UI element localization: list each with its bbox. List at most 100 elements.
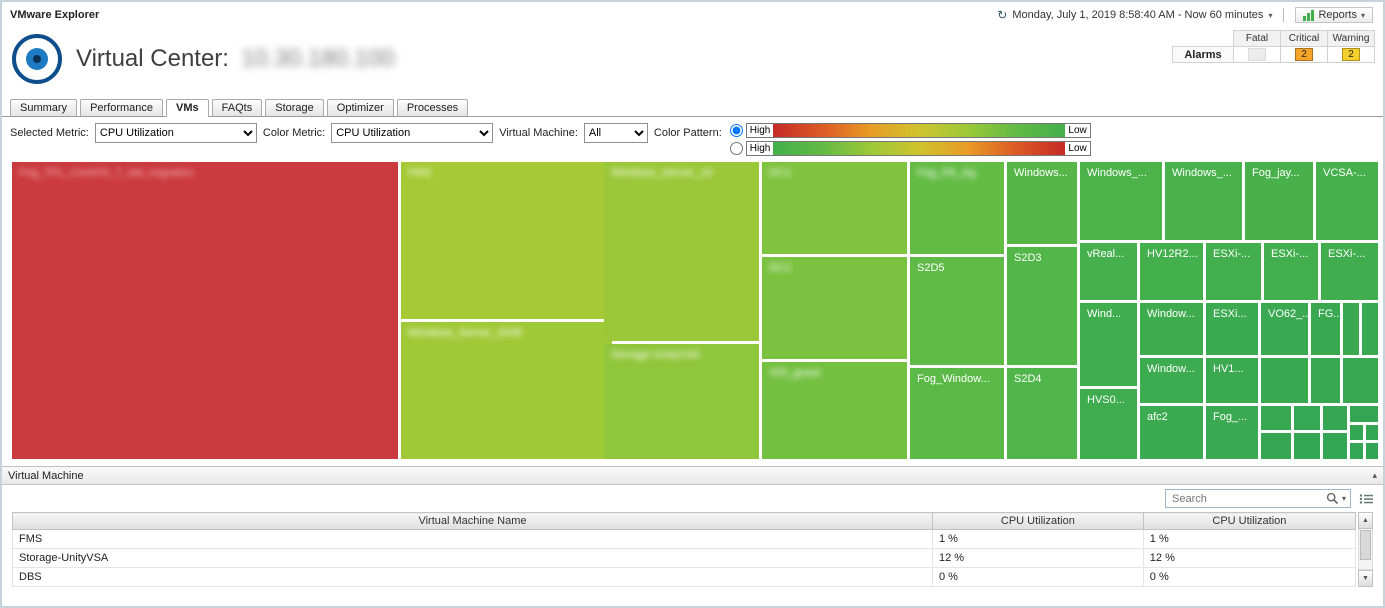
treemap-tile[interactable]: FG... [1311,303,1340,355]
treemap-tile[interactable] [1343,303,1359,355]
table-row[interactable]: Storage-UnityVSA 12 % 12 % [12,548,1357,568]
treemap-tile[interactable] [1362,303,1378,355]
reports-button[interactable]: Reports ▾ [1295,7,1373,23]
treemap-tile[interactable] [1294,433,1320,459]
search-input[interactable] [1170,491,1323,506]
treemap-tile[interactable]: ESXi-... [1206,243,1261,300]
treemap-tile[interactable]: ESXi-... [1321,243,1378,300]
treemap-tile-label: FMS [408,167,432,179]
treemap-tile[interactable]: S2D4 [1007,368,1077,459]
treemap-tile[interactable]: Window... [1140,358,1203,403]
table-row[interactable]: FMS 1 % 1 % [12,529,1357,549]
treemap-tile[interactable]: ESXi-... [1264,243,1318,300]
treemap-tile[interactable]: Windows_Server_16 [604,162,759,341]
treemap-tile[interactable] [1261,406,1291,430]
treemap-tile[interactable] [1350,443,1363,459]
treemap-tile[interactable] [1261,358,1308,403]
color-pattern-radio-green-red[interactable] [729,142,743,155]
treemap-tile[interactable]: VDI_guest [762,362,907,459]
treemap-tile[interactable]: Window... [1140,303,1203,355]
treemap-tile[interactable]: Wind... [1080,303,1137,386]
treemap-tile[interactable] [1366,425,1378,440]
treemap-tile[interactable]: VCSA-... [1316,162,1378,240]
treemap-tile[interactable] [1294,406,1320,430]
tab-summary[interactable]: Summary [10,99,78,116]
alarm-count-cell[interactable]: 2 [1280,46,1328,63]
treemap-tile[interactable]: S2D3 [1007,247,1077,365]
vm-table-column-header[interactable]: CPU Utilization [931,512,1144,530]
treemap-tile[interactable] [1350,406,1378,422]
scroll-up-icon[interactable]: ▲ [1358,512,1373,529]
treemap-tile[interactable]: FMS [401,162,612,319]
treemap-tile[interactable] [1343,358,1378,403]
table-cell: Storage-UnityVSA [12,548,933,568]
scrollbar-thumb[interactable] [1360,530,1371,560]
tab-faqts[interactable]: FAQts [211,99,263,116]
time-range-label[interactable]: Monday, July 1, 2019 8:58:40 AM - Now 60… [1012,9,1264,21]
panel-header: Virtual Machine ▴ [2,467,1383,485]
treemap-tile[interactable]: Storage-UnityVSA [604,344,759,459]
topbar-divider [1283,8,1285,22]
treemap-tile[interactable]: Fog_PA_Ag [910,162,1004,254]
search-options-caret-icon[interactable]: ▾ [1341,494,1346,503]
top-bar: VMware Explorer ↻ Monday, July 1, 2019 8… [2,2,1383,25]
treemap-tile[interactable] [1311,358,1340,403]
color-metric-select[interactable]: CPU Utilization [331,123,494,143]
treemap-tile[interactable]: ESXi... [1206,303,1258,355]
page-title: Virtual Center: [76,45,229,72]
treemap-tile[interactable]: Fog_TPL_CentOS_7_std_migration [12,162,398,459]
app-title: VMware Explorer [10,9,100,21]
tab-optimizer[interactable]: Optimizer [326,99,394,116]
selected-metric-select[interactable]: CPU Utilization [94,123,257,143]
vm-table-column-header[interactable]: Virtual Machine Name [12,512,933,530]
treemap-tile[interactable] [1323,406,1347,430]
treemap-tile[interactable]: Fog_Window... [910,368,1004,459]
treemap-tile[interactable] [1323,433,1347,459]
treemap-tile[interactable]: Fog_... [1206,406,1258,459]
vm-table-header-row: Virtual Machine Name CPU Utilization CPU U… [12,512,1357,530]
treemap-tile[interactable]: Fog_jay... [1245,162,1313,240]
treemap-tile[interactable]: Windows_... [1165,162,1242,240]
vm-table-column-header[interactable]: CPU Utilization [1142,512,1357,530]
treemap-tile-label: afc2 [1147,411,1168,423]
scrollbar-track[interactable] [1358,529,1373,570]
tab-vms[interactable]: VMs [166,99,209,117]
treemap-tile[interactable]: HV1... [1206,358,1258,403]
treemap-tile[interactable]: DC2 [762,257,907,359]
treemap-tile[interactable] [1350,425,1363,440]
collapse-panel-icon[interactable]: ▴ [1372,470,1377,480]
treemap-tile[interactable]: VO62_... [1261,303,1308,355]
tab-performance[interactable]: Performance [80,99,164,116]
treemap-tile-label: Window... [1147,363,1195,375]
alarm-count-cell[interactable]: 2 [1327,46,1375,63]
tab-processes[interactable]: Processes [396,99,469,116]
treemap-tile-label: Window... [1147,308,1195,320]
treemap-tile[interactable]: HVS0... [1080,389,1137,459]
table-row[interactable]: DBS 0 % 0 % [12,567,1357,587]
treemap-tile[interactable]: HV12R2... [1140,243,1203,300]
treemap-tile[interactable]: afc2 [1140,406,1203,459]
treemap-tile[interactable]: DC1 [762,162,907,254]
virtual-center-name-redacted: 10.30.180.100 [240,45,395,72]
treemap-tile[interactable] [1261,433,1291,459]
treemap-tile[interactable]: Windows_... [1080,162,1162,240]
controls-bar: Selected Metric: CPU Utilization Color M… [2,117,1383,159]
virtual-machine-select[interactable]: All [583,123,648,143]
virtual-center-icon [12,34,62,84]
search-box: ▾ [1165,489,1351,508]
refresh-time-icon[interactable]: ↻ [997,8,1008,22]
time-range-caret-icon[interactable]: ▾ [1268,10,1273,20]
search-icon[interactable] [1326,492,1339,505]
treemap-tile[interactable]: vReal... [1080,243,1137,300]
treemap-tile[interactable]: Windows... [1007,162,1077,244]
treemap-tile[interactable]: S2D5 [910,257,1004,365]
treemap-tile[interactable]: Windows_Server_2008 [401,322,612,459]
table-customizer-icon[interactable] [1359,493,1373,505]
treemap-tile[interactable] [1366,443,1378,459]
color-pattern-radio-red-green[interactable] [729,124,743,137]
table-scrollbar[interactable]: ▲ ▼ [1358,512,1373,587]
tab-storage[interactable]: Storage [265,99,324,116]
scroll-down-icon[interactable]: ▼ [1358,570,1373,587]
